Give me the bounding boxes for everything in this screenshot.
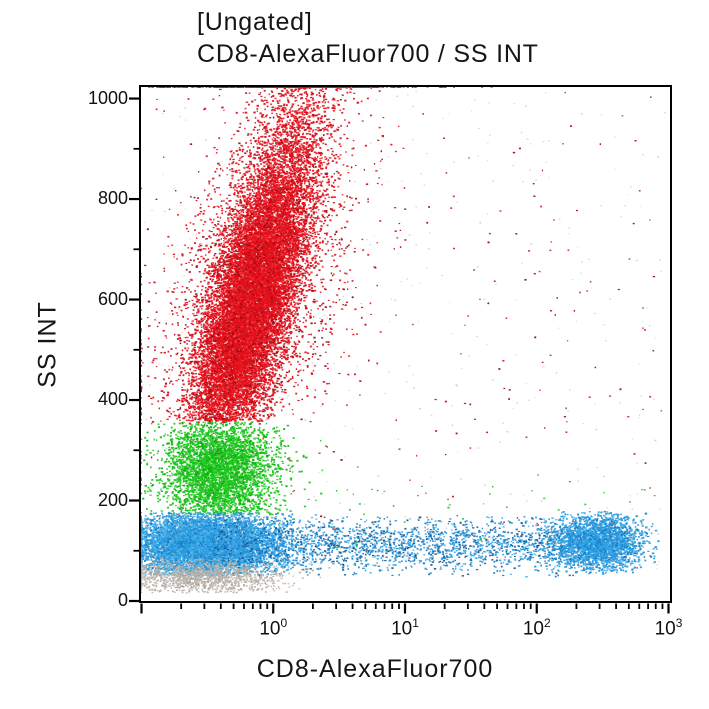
x-tick-label: 102 <box>507 616 567 640</box>
gate-label: [Ungated] <box>197 8 313 36</box>
x-tick-label: 101 <box>375 616 435 640</box>
x-tick-base: 10 <box>259 617 281 639</box>
x-tick-exponent: 0 <box>280 615 288 630</box>
x-tick-label: 103 <box>639 616 699 640</box>
x-tick-base: 10 <box>522 617 544 639</box>
x-tick-exponent: 3 <box>675 615 683 630</box>
y-tick-label: 200 <box>97 489 128 510</box>
plot-parameters-title: CD8-AlexaFluor700 / SS INT <box>197 40 539 68</box>
x-axis-title: CD8-AlexaFluor700 <box>256 655 494 683</box>
plot-frame <box>139 85 672 603</box>
x-tick-base: 10 <box>391 617 413 639</box>
x-tick-exponent: 1 <box>412 615 419 630</box>
y-tick-label: 0 <box>117 590 128 610</box>
y-tick-label: 600 <box>97 288 128 309</box>
x-tick-label: 100 <box>243 616 303 640</box>
y-axis-title: SS INT <box>33 301 62 388</box>
scatter-plot-canvas[interactable] <box>141 87 670 601</box>
y-tick-label: 400 <box>97 389 128 410</box>
y-tick-label: 1000 <box>87 87 128 108</box>
x-tick-base: 10 <box>654 617 676 639</box>
y-tick-label: 800 <box>97 188 128 209</box>
x-tick-exponent: 2 <box>543 615 551 630</box>
